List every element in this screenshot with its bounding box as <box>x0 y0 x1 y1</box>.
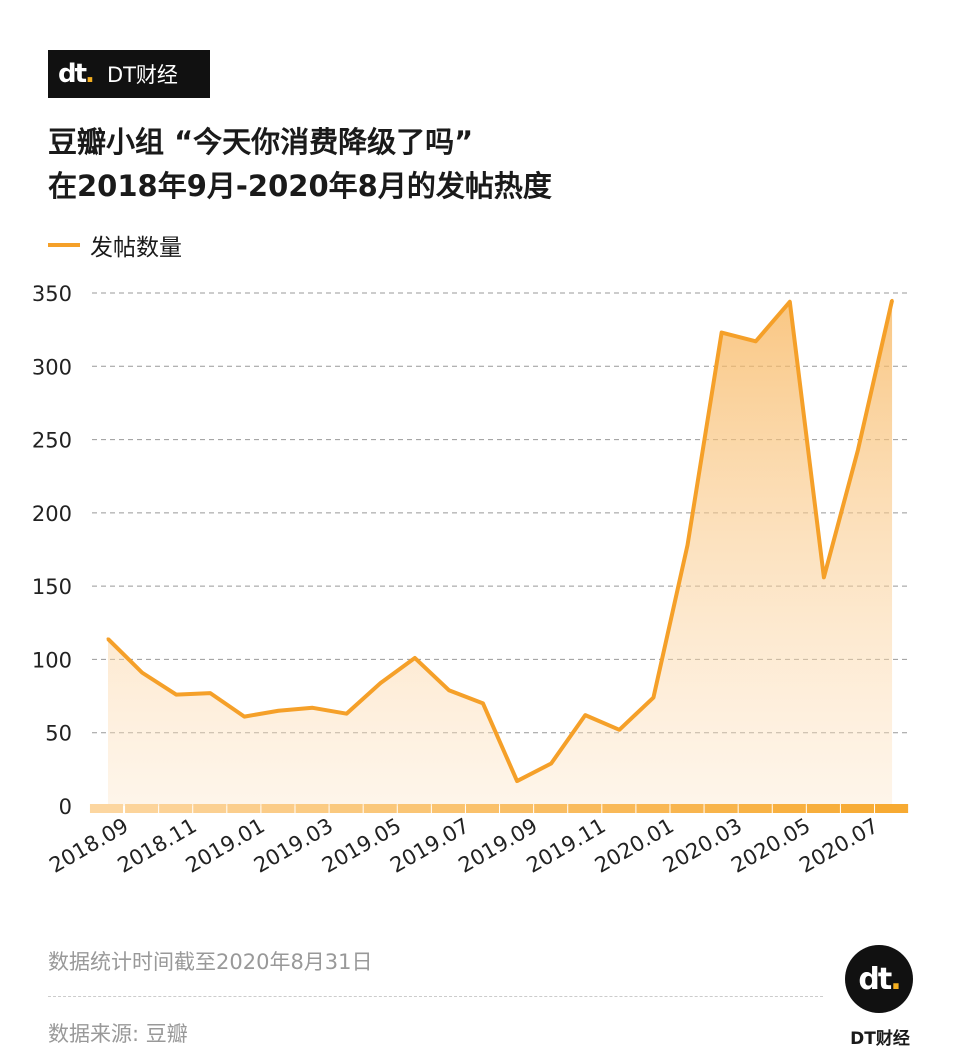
x-axis-block <box>159 804 193 813</box>
title-line-2: 在2018年9月-2020年8月的发帖热度 <box>48 169 552 203</box>
data-point <box>481 701 485 705</box>
x-axis-block <box>329 804 363 813</box>
y-tick-label: 250 <box>32 429 72 453</box>
data-point <box>651 696 655 700</box>
x-axis-block <box>840 804 875 813</box>
chart: 0501001502002503003502018.092018.112019.… <box>32 282 910 878</box>
brand-logo: dt. DT财经 <box>48 50 210 98</box>
data-point <box>822 575 826 579</box>
y-tick-label: 300 <box>32 355 72 379</box>
dt-logo-badge-icon: dt. <box>845 945 913 1013</box>
y-tick-label: 0 <box>59 795 72 819</box>
y-tick-label: 150 <box>32 575 72 599</box>
data-point <box>890 298 894 302</box>
x-axis-block <box>602 804 636 813</box>
data-point <box>345 712 349 716</box>
data-point <box>140 671 144 675</box>
legend-label: 发帖数量 <box>90 235 182 261</box>
data-point <box>242 715 246 719</box>
x-axis-block <box>125 804 159 813</box>
x-axis-block <box>363 804 397 813</box>
y-tick-label: 50 <box>45 722 72 746</box>
x-axis-block <box>636 804 670 813</box>
data-point <box>208 691 212 695</box>
data-source: 数据来源: 豆瓣 <box>48 1022 188 1046</box>
series-line <box>106 299 895 784</box>
x-axis-block <box>295 804 329 813</box>
x-tick-label: 2020.07 <box>795 814 882 878</box>
data-note: 数据统计时间截至2020年8月31日 <box>48 950 373 974</box>
x-axis-block <box>670 804 704 813</box>
x-axis-block <box>568 804 602 813</box>
data-point <box>311 706 315 710</box>
data-point <box>174 693 178 697</box>
data-point <box>413 656 417 660</box>
y-tick-label: 100 <box>32 648 72 672</box>
data-point <box>515 779 519 783</box>
data-point <box>617 728 621 732</box>
data-point <box>276 709 280 713</box>
legend-swatch <box>48 243 80 247</box>
brand-name: DT财经 <box>106 63 178 87</box>
x-axis-block <box>738 804 772 813</box>
x-axis-block <box>227 804 261 813</box>
data-point <box>686 543 690 547</box>
y-tick-label: 350 <box>32 282 72 306</box>
x-axis-block <box>89 804 124 813</box>
data-point <box>106 637 110 641</box>
data-point <box>447 688 451 692</box>
x-axis-block <box>772 804 806 813</box>
divider <box>48 996 823 997</box>
data-point <box>549 761 553 765</box>
x-axis-block <box>704 804 738 813</box>
x-axis-block <box>465 804 500 813</box>
area-fill <box>108 300 893 806</box>
title-line-1: 豆瓣小组 “今天你消费降级了吗” <box>48 125 474 159</box>
x-axis-block <box>806 804 840 813</box>
x-axis-block <box>397 804 431 813</box>
legend: 发帖数量 <box>48 228 182 262</box>
data-point <box>583 713 587 717</box>
y-tick-label: 200 <box>32 502 72 526</box>
x-axis-block <box>875 804 909 813</box>
x-axis-block <box>534 804 568 813</box>
data-point <box>788 300 792 304</box>
x-axis-block <box>193 804 227 813</box>
data-point <box>720 331 724 335</box>
data-point <box>856 448 860 452</box>
x-axis-block <box>431 804 465 813</box>
x-axis-block <box>261 804 295 813</box>
data-point <box>379 681 383 685</box>
chart-title: 豆瓣小组 “今天你消费降级了吗” 在2018年9月-2020年8月的发帖热度 <box>48 120 552 208</box>
dt-logo-icon: dt. <box>58 59 95 89</box>
brand-name-bottom: DT财经 <box>850 1029 910 1049</box>
x-axis-block <box>500 804 534 813</box>
data-point <box>754 339 758 343</box>
